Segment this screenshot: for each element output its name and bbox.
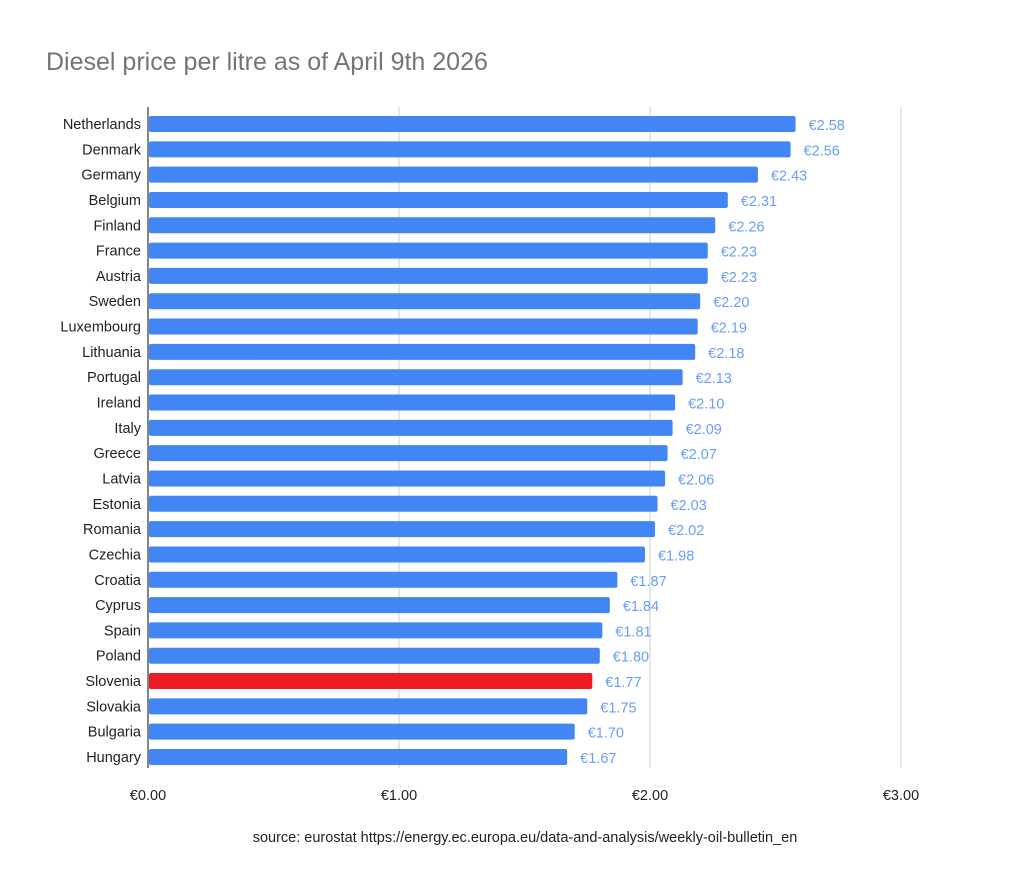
data-label: €2.26 xyxy=(728,219,764,235)
bar-greece xyxy=(149,445,668,462)
bar-ireland xyxy=(149,394,676,411)
category-label: Slovenia xyxy=(85,674,142,690)
x-tick-label: €1.00 xyxy=(381,788,417,804)
data-label: €1.80 xyxy=(613,650,649,666)
x-tick-label: €2.00 xyxy=(632,788,668,804)
category-label: Romania xyxy=(83,522,142,538)
data-label: €1.77 xyxy=(605,675,641,691)
bar-netherlands xyxy=(149,116,796,132)
data-label: €2.58 xyxy=(809,118,845,134)
data-label: €2.56 xyxy=(804,143,840,159)
data-label: €2.20 xyxy=(713,295,749,311)
bar-croatia xyxy=(149,571,618,588)
category-label: Portugal xyxy=(87,370,141,386)
data-label: €2.07 xyxy=(681,447,717,463)
bar-luxembourg xyxy=(149,318,698,335)
category-label: Croatia xyxy=(94,573,142,589)
bar-slovenia xyxy=(149,673,593,690)
category-label: France xyxy=(96,244,141,260)
bar-spain xyxy=(149,622,603,639)
bar-slovakia xyxy=(149,698,588,715)
data-label: €2.02 xyxy=(668,523,704,539)
data-label: €1.98 xyxy=(658,548,694,564)
data-label: €2.23 xyxy=(721,245,757,261)
data-label: €1.87 xyxy=(630,574,666,590)
bar-sweden xyxy=(149,293,701,310)
bar-czechia xyxy=(149,546,645,563)
category-label: Cyprus xyxy=(95,598,141,614)
bar-cyprus xyxy=(149,597,610,614)
bar-romania xyxy=(149,521,656,538)
bar-estonia xyxy=(149,495,658,512)
data-label: €2.03 xyxy=(671,498,707,514)
category-label: Denmark xyxy=(82,142,142,158)
category-label: Latvia xyxy=(102,471,142,487)
data-label: €2.06 xyxy=(678,472,714,488)
category-label: Luxembourg xyxy=(60,320,141,336)
data-label: €2.43 xyxy=(771,169,807,185)
source-footnote: source: eurostat https://energy.ec.europ… xyxy=(253,830,798,846)
data-label: €1.84 xyxy=(623,599,659,615)
bar-poland xyxy=(149,647,600,664)
category-label: Ireland xyxy=(97,396,141,412)
bar-portugal xyxy=(149,369,683,386)
category-label: Greece xyxy=(93,446,141,462)
data-label: €2.13 xyxy=(696,371,732,387)
bar-lithuania xyxy=(149,343,696,360)
category-label: Finland xyxy=(93,218,141,234)
data-label: €2.18 xyxy=(708,346,744,362)
data-label: €2.10 xyxy=(688,397,724,413)
bar-italy xyxy=(149,419,673,436)
bar-austria xyxy=(149,267,708,284)
data-label: €1.81 xyxy=(615,624,651,640)
bar-finland xyxy=(149,217,716,234)
bar-belgium xyxy=(149,191,728,208)
category-label: Hungary xyxy=(86,750,142,766)
category-label: Italy xyxy=(114,421,141,437)
data-label: €2.09 xyxy=(686,422,722,438)
x-tick-label: €3.00 xyxy=(883,788,919,804)
category-label: Czechia xyxy=(89,547,142,563)
chart-title: Diesel price per litre as of April 9th 2… xyxy=(46,48,488,76)
category-label: Sweden xyxy=(89,294,141,310)
category-label: Belgium xyxy=(89,193,141,209)
bar-france xyxy=(149,242,708,259)
bar-bulgaria xyxy=(149,723,575,740)
bar-denmark xyxy=(149,141,791,158)
data-label: €2.19 xyxy=(711,321,747,337)
category-label: Germany xyxy=(81,168,141,184)
x-tick-label: €0.00 xyxy=(130,788,166,804)
category-label: Estonia xyxy=(93,497,142,513)
data-label: €2.31 xyxy=(741,194,777,210)
data-label: €1.70 xyxy=(588,726,624,742)
category-label: Spain xyxy=(104,623,141,639)
category-label: Slovakia xyxy=(86,699,142,715)
bar-latvia xyxy=(149,470,666,487)
bar-germany xyxy=(149,166,758,183)
category-label: Poland xyxy=(96,649,141,665)
category-label: Lithuania xyxy=(82,345,142,361)
category-label: Netherlands xyxy=(63,117,141,133)
category-label: Bulgaria xyxy=(88,725,142,741)
bar-hungary xyxy=(149,749,568,765)
data-label: €1.67 xyxy=(580,751,616,767)
data-label: €1.75 xyxy=(600,700,636,716)
data-label: €2.23 xyxy=(721,270,757,286)
category-label: Austria xyxy=(96,269,142,285)
